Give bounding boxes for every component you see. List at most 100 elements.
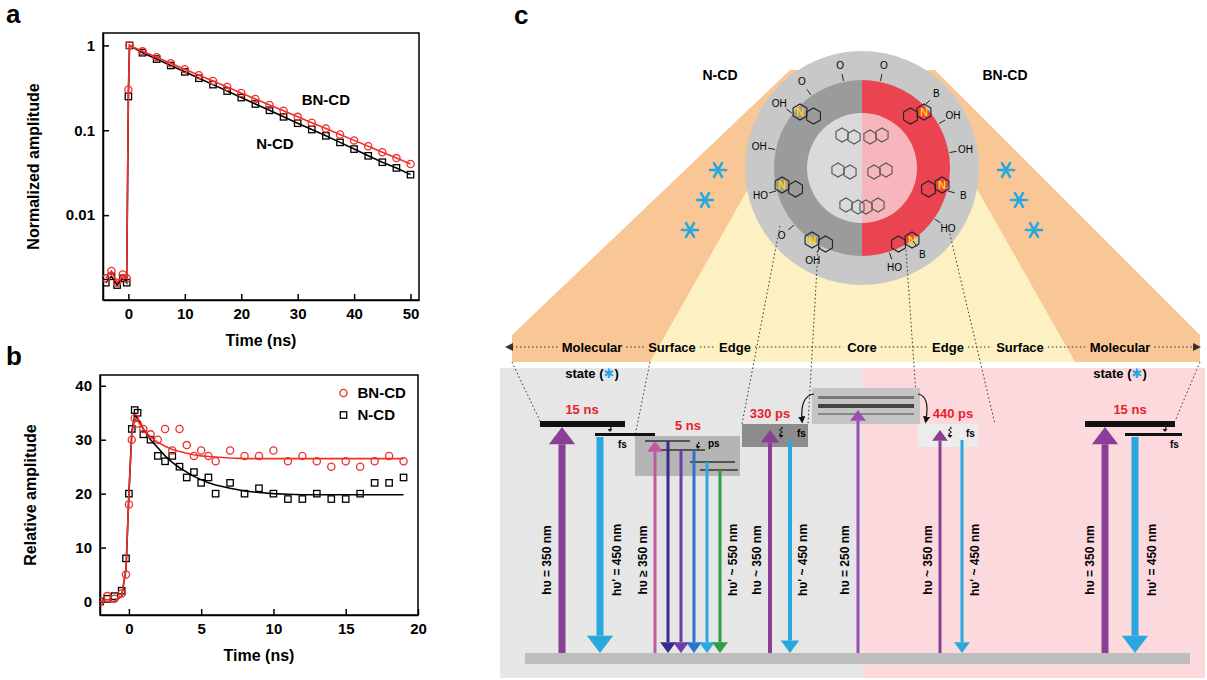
transfer-arrow [918, 394, 927, 420]
tick-mark [345, 609, 347, 615]
emission-arrow-head [712, 642, 728, 653]
marker [155, 453, 161, 459]
tick-label: 40 [75, 377, 92, 394]
marker [343, 496, 349, 502]
tick: 20 [75, 485, 106, 502]
marker [126, 42, 133, 49]
region-axis [626, 347, 644, 348]
marker [118, 590, 125, 597]
bond [768, 148, 775, 149]
edge-left [774, 80, 862, 256]
bond [925, 100, 930, 105]
panel-letter: b [6, 341, 22, 371]
emission-arrow-head [1122, 636, 1148, 653]
icon-stroke [1030, 223, 1038, 237]
marker [371, 458, 378, 465]
panel-background-left [500, 368, 862, 678]
ring-icon [922, 181, 936, 197]
absorption-arrow-head [932, 430, 948, 441]
bond [948, 191, 955, 193]
dotted-link [742, 226, 780, 424]
state-label-part: state ( [565, 366, 604, 381]
bond [950, 151, 957, 152]
bond [817, 247, 820, 253]
marker [255, 452, 262, 459]
molecular-level [540, 421, 625, 427]
relaxation-arrow [697, 442, 700, 446]
marker [241, 490, 247, 496]
marker [328, 496, 334, 502]
surface-group: O [880, 60, 888, 71]
dotted-link [512, 362, 540, 421]
state-label: state (✱) [565, 366, 619, 381]
marker [266, 101, 273, 108]
marker [322, 125, 329, 132]
particle [774, 80, 950, 256]
relaxation-arrow-head [1163, 429, 1168, 432]
ring-icon [876, 128, 888, 142]
region-axis [1048, 347, 1086, 348]
tick-label: 10 [266, 620, 283, 637]
diagram: NNNNNNOOOHOHHOOOHOBOHOHBHOBHON-CDBN-CDcM… [500, 0, 1205, 678]
tick-mark [100, 493, 106, 495]
absorption-arrow [939, 441, 942, 653]
tick-mark [410, 294, 412, 300]
lifetime-label: 15 ns [1113, 402, 1146, 417]
marker [323, 133, 329, 139]
region-axis [512, 347, 558, 348]
bond [939, 120, 945, 124]
legend-marker [340, 389, 347, 396]
marker [299, 496, 305, 502]
marker [342, 458, 349, 465]
series [103, 42, 414, 286]
absorption-arrow-head [1092, 427, 1118, 444]
icon-stroke [1002, 163, 1010, 177]
marker [212, 458, 219, 465]
edge-states-bn [918, 424, 978, 447]
emission-arrow [961, 440, 964, 642]
icon-stroke [1002, 163, 1010, 177]
relaxation-label: fs [618, 439, 627, 450]
marker [176, 463, 182, 469]
surface-level [690, 461, 735, 463]
icon-stroke [714, 163, 722, 177]
transition-label: hυ ~ 350 nm [750, 525, 764, 594]
marker [226, 447, 233, 454]
marker [147, 431, 154, 438]
dotted-link [635, 362, 650, 436]
tick: 0.01 [66, 206, 109, 223]
marker [169, 447, 176, 454]
marker [139, 48, 146, 55]
region-label: Core [847, 340, 877, 355]
tick-mark [100, 386, 106, 388]
emission-arrow [706, 462, 709, 642]
marker [195, 72, 202, 79]
marker [153, 54, 160, 61]
marker [393, 154, 400, 161]
ring-icon [807, 108, 821, 124]
fit-line [100, 418, 404, 601]
tick-label: 20 [75, 485, 92, 502]
chart: 05101520010203040Time (ns)Relative ampli… [6, 341, 427, 664]
core-band [818, 404, 914, 408]
marker [285, 496, 291, 502]
dotted-link [948, 226, 995, 424]
tick-mark [100, 439, 106, 441]
marker [351, 146, 357, 152]
axis-line [100, 376, 102, 616]
ring-icon [904, 108, 918, 124]
region-axis [700, 347, 715, 348]
tick-mark [103, 45, 109, 47]
tick-mark [418, 609, 420, 615]
marker [184, 474, 190, 480]
tick: 30 [290, 294, 307, 322]
tick: 50 [403, 294, 420, 322]
particle-label: BN-CD [982, 67, 1027, 83]
marker [190, 452, 197, 459]
molecular-emitting-level [1125, 433, 1182, 436]
molecular-state-icon [697, 193, 713, 207]
ring-icon [789, 181, 803, 197]
state-label-part: state ( [1093, 366, 1132, 381]
lifetime-label: 15 ns [565, 402, 598, 417]
surface-group: HO [753, 190, 768, 201]
